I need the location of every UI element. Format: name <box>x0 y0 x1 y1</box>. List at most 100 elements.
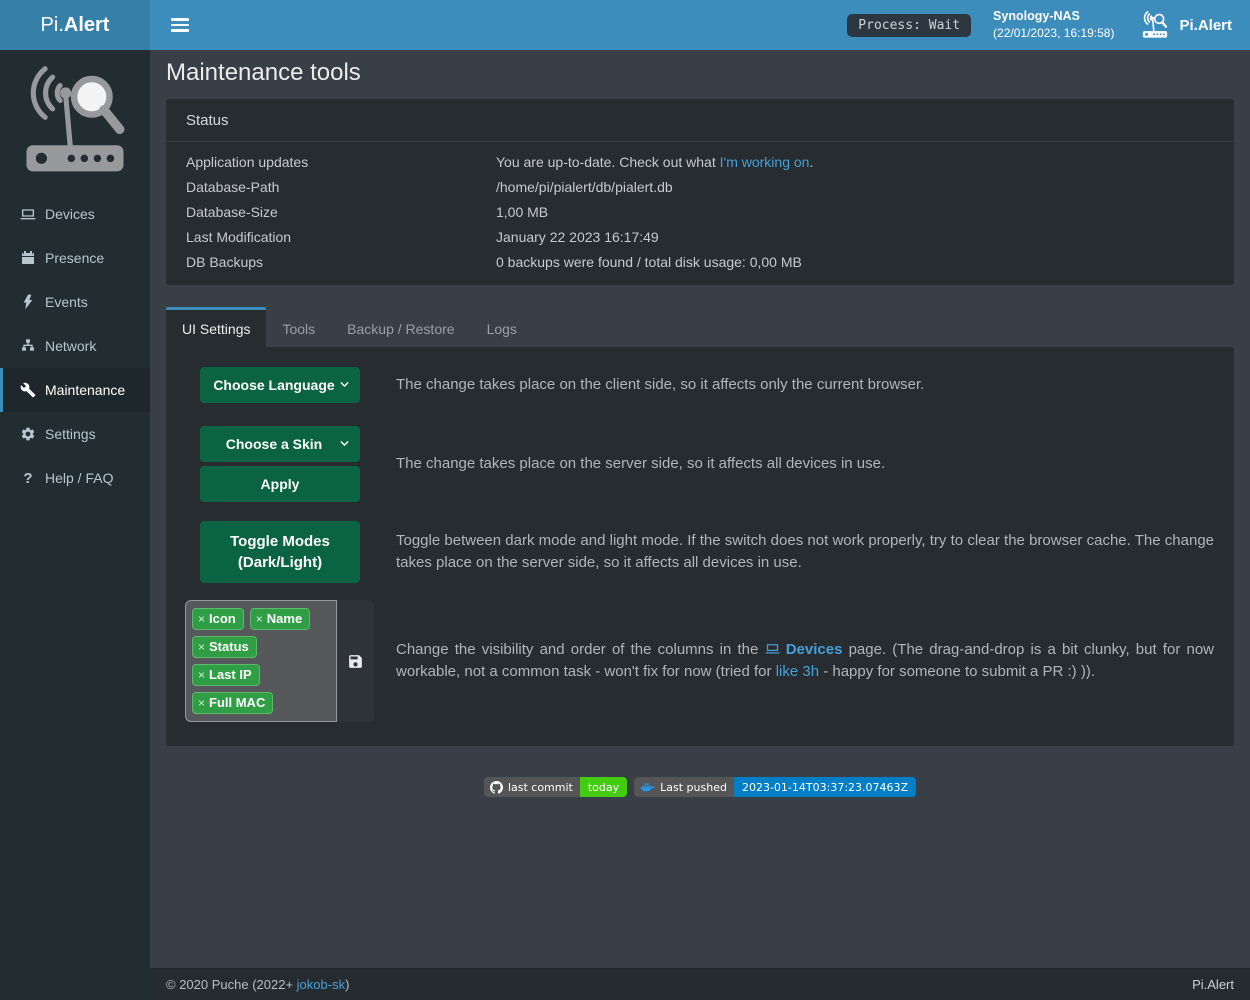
save-columns-button[interactable] <box>337 600 374 722</box>
sidebar-item-label: Maintenance <box>45 382 126 398</box>
status-value-suffix: . <box>809 153 814 170</box>
sidebar-item-label: Network <box>45 338 97 354</box>
sidebar-item-settings[interactable]: Settings <box>0 412 150 456</box>
github-icon <box>489 780 503 794</box>
toggle-button-line1: Toggle Modes <box>230 533 330 550</box>
tab-tools[interactable]: Tools <box>282 321 316 337</box>
tag-label: Icon <box>209 611 236 626</box>
tab-ui-settings[interactable]: UI Settings <box>166 307 267 347</box>
devices-link-label: Devices <box>785 641 843 658</box>
toggle-mode-row: Toggle Modes (Dark/Light) Toggle between… <box>200 521 1214 583</box>
column-tag-name[interactable]: × Name <box>249 608 311 630</box>
status-row-last-modification: Last Modification January 22 2023 16:17:… <box>166 224 1234 249</box>
calendar-icon <box>22 251 34 264</box>
remove-tag-icon[interactable]: × <box>198 639 206 654</box>
sidebar-item-presence[interactable]: Presence <box>0 236 150 280</box>
column-tag-icon[interactable]: × Icon <box>192 608 244 630</box>
like-3h-link[interactable]: like 3h <box>775 663 820 680</box>
columns-desc-text: page. (The drag-and-drop is a bit clunky… <box>396 641 1214 680</box>
status-row-db-size: Database-Size 1,00 MB <box>166 199 1234 224</box>
status-row-db-backups: DB Backups 0 backups were found / total … <box>166 249 1234 274</box>
bolt-icon <box>23 294 33 310</box>
navbar-right: Process: Wait Synology-NAS (22/01/2023, … <box>150 0 1250 50</box>
tab-logs[interactable]: Logs <box>486 321 517 337</box>
footer-copyright-suffix: ) <box>345 977 350 992</box>
pialert-router-icon <box>1143 11 1168 38</box>
laptop-icon <box>765 644 779 654</box>
sitemap-icon <box>22 339 34 351</box>
sidebar-item-help[interactable]: ? Help / FAQ <box>0 456 150 500</box>
gear-icon <box>21 427 35 441</box>
column-tag-full-mac[interactable]: × Full MAC <box>192 692 274 714</box>
sidebar-item-label: Presence <box>45 250 105 266</box>
remove-tag-icon[interactable]: × <box>198 611 206 626</box>
sidebar-item-events[interactable]: Events <box>0 280 150 324</box>
chevron-down-icon <box>340 382 349 387</box>
status-label: Database-Path <box>186 178 280 195</box>
brand-logo[interactable]: Pi. Alert <box>0 0 150 50</box>
skin-select-label: Choose a Skin <box>225 436 323 452</box>
save-icon <box>349 654 362 668</box>
remove-tag-icon[interactable]: × <box>198 695 206 710</box>
remove-tag-icon[interactable]: × <box>255 611 263 626</box>
host-info: Synology-NAS (22/01/2023, 16:19:58) <box>993 8 1114 42</box>
badge-label: Last pushed <box>660 780 727 794</box>
status-row-updates: Application updates You are up-to-date. … <box>166 149 1234 174</box>
sidebar: Devices Presence Events Network Maintena… <box>0 50 150 1000</box>
apply-skin-button[interactable]: Apply <box>200 466 360 502</box>
language-select-label: Choose Language <box>213 377 335 393</box>
sidebar-item-devices[interactable]: Devices <box>0 192 150 236</box>
toggle-description: Toggle between dark mode and light mode.… <box>396 532 1214 571</box>
sidebar-item-maintenance[interactable]: Maintenance <box>0 368 150 412</box>
skin-description: The change takes place on the server sid… <box>396 455 886 472</box>
navbar-app-name: Pi.Alert <box>1140 11 1232 39</box>
hamburger-menu-icon[interactable] <box>165 9 195 41</box>
main-content: Maintenance tools Status Application upd… <box>150 50 1250 968</box>
status-label: Database-Size <box>186 203 278 220</box>
status-rows: Application updates You are up-to-date. … <box>166 142 1234 285</box>
im-working-on-link[interactable]: I'm working on <box>719 153 810 170</box>
status-value: 0 backups were found / total disk usage:… <box>496 253 802 270</box>
host-name: Synology-NAS <box>993 9 1080 23</box>
skin-select[interactable]: Choose a Skin <box>200 426 360 462</box>
status-label: DB Backups <box>186 253 264 270</box>
question-icon: ? <box>23 469 33 487</box>
columns-desc-text: Change the visibility and order of the c… <box>396 641 765 658</box>
sidebar-item-network[interactable]: Network <box>0 324 150 368</box>
toggle-dark-light-button[interactable]: Toggle Modes (Dark/Light) <box>200 521 360 583</box>
maintenance-tabs: UI Settings Tools Backup / Restore Logs <box>166 307 1234 347</box>
jokob-sk-link[interactable]: jokob-sk <box>296 977 346 992</box>
wrench-icon <box>20 382 36 398</box>
process-status-badge: Process: Wait <box>847 13 972 37</box>
column-tag-last-ip[interactable]: × Last IP <box>192 664 260 686</box>
columns-desc-text: - happy for someone to submit a PR :) ))… <box>819 663 1095 680</box>
remove-tag-icon[interactable]: × <box>198 667 206 682</box>
status-value: 1,00 MB <box>496 203 549 220</box>
status-label: Application updates <box>186 153 309 170</box>
language-select[interactable]: Choose Language <box>200 367 360 403</box>
navbar-app-label: Pi.Alert <box>1179 16 1232 34</box>
ui-settings-panel: Choose Language The change takes place o… <box>166 347 1234 746</box>
columns-tag-box[interactable]: × Icon × Name × Status × Last IP × Full MAC <box>185 600 337 722</box>
host-time: (22/01/2023, 16:19:58) <box>993 26 1115 40</box>
status-value-text: You are up-to-date. Check out what <box>496 153 720 170</box>
devices-link[interactable]: Devices <box>765 641 843 658</box>
pialert-logo <box>26 66 125 172</box>
footer-copyright: © 2020 Puche (2022+ jokob-sk) <box>166 977 349 992</box>
columns-setting-row: × Icon × Name × Status × Last IP × Full MAC C… <box>185 600 1214 722</box>
github-last-commit-badge[interactable]: last commit today <box>483 777 628 797</box>
badge-label: last commit <box>507 780 573 794</box>
sidebar-item-label: Help / FAQ <box>45 470 114 486</box>
docker-last-pushed-badge[interactable]: Last pushed 2023-01-14T03:37:23.07463Z <box>634 777 917 797</box>
tag-label: Last IP <box>209 667 252 682</box>
tab-backup-restore[interactable]: Backup / Restore <box>347 321 455 337</box>
page-footer: © 2020 Puche (2022+ jokob-sk) Pi.Alert <box>150 968 1250 1000</box>
column-tag-status[interactable]: × Status <box>192 636 257 658</box>
brand-bold: Alert <box>63 13 110 36</box>
docker-icon <box>640 783 655 792</box>
chevron-down-icon <box>340 441 349 446</box>
status-panel: Status Application updates You are up-to… <box>166 99 1234 285</box>
laptop-icon <box>20 209 36 220</box>
toggle-button-line2: (Dark/Light) <box>237 554 323 571</box>
badge-value: today <box>579 777 628 797</box>
